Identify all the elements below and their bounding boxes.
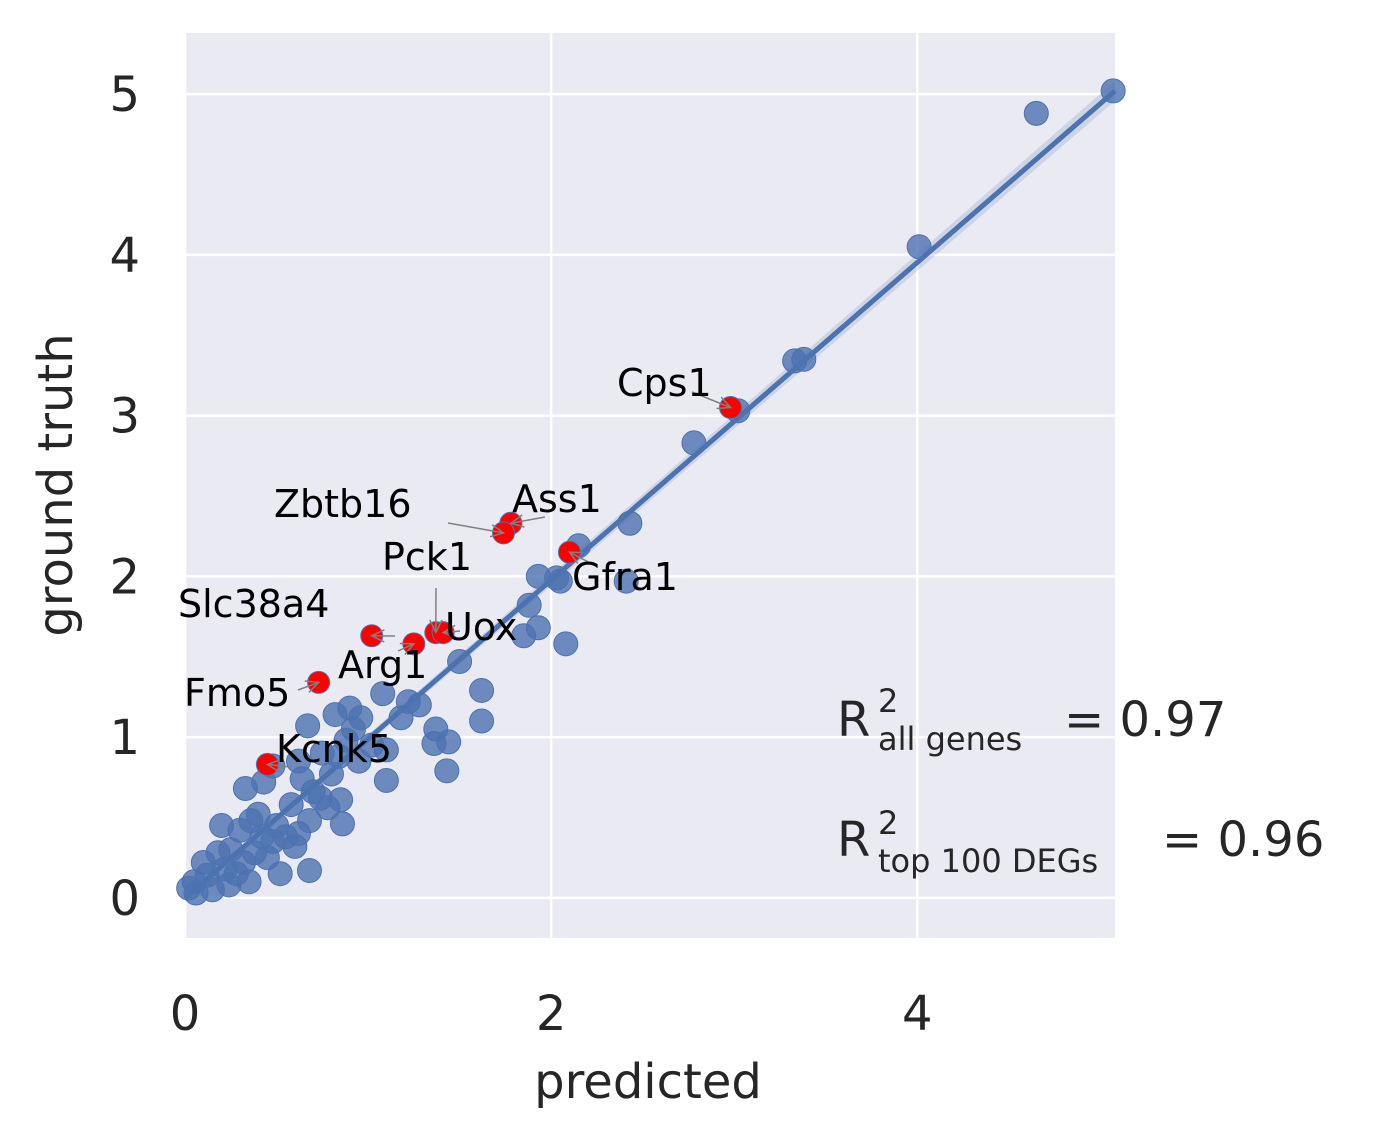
grid-lines: [183, 33, 1115, 938]
r2-all-value: = 0.97: [1064, 692, 1226, 748]
scatter-point: [511, 623, 537, 649]
r2-top-value: = 0.96: [1162, 812, 1324, 868]
x-tick-label: 4: [902, 986, 933, 1042]
gene-label-arg1: Arg1: [338, 643, 427, 687]
scatter-point: [176, 875, 202, 901]
gene-label-zbtb16: Zbtb16: [274, 482, 412, 526]
arrowhead-slc38a4: [370, 629, 385, 643]
y-tick-label: 0: [109, 871, 140, 927]
arrowhead-ass1: [509, 514, 525, 528]
arrow-ass1: [510, 516, 546, 525]
gene-label-fmo5: Fmo5: [184, 671, 290, 715]
y-axis-label: ground truth: [28, 333, 84, 636]
arrow-cps1: [691, 391, 731, 409]
scatter-point: [296, 857, 322, 883]
y-tick-labels: 0 1 2 3 4 5: [109, 67, 140, 927]
gene-label-pck1: Pck1: [382, 535, 472, 579]
scatter-point: [289, 766, 315, 792]
arrowhead-zbtb16: [489, 524, 506, 538]
arrowhead-pck1: [429, 619, 443, 635]
r2-all-genes-annotation: R 2 all genes = 0.97: [837, 682, 1226, 758]
plot-background: [185, 33, 1115, 938]
scatter-point: [469, 708, 495, 734]
arrowhead-cps1: [716, 396, 733, 410]
r2-all-sub: all genes: [878, 720, 1022, 758]
scatter-point: [232, 776, 258, 802]
arrow-gfra1: [569, 551, 597, 567]
scatter-point: [295, 713, 321, 739]
r2-all-label: R: [837, 692, 870, 748]
arrow-arg1: [397, 643, 415, 652]
r2-top-sup: 2: [878, 804, 898, 842]
scatter-point: [242, 840, 268, 866]
arrowhead-arg1: [399, 642, 416, 656]
gene-label-gfra1: Gfra1: [572, 555, 678, 599]
scatter-point: [613, 568, 639, 594]
x-axis-label: predicted: [534, 1054, 762, 1110]
y-tick-label: 3: [109, 389, 140, 445]
scatter-point: [238, 808, 264, 834]
gene-label-slc38a4: Slc38a4: [178, 582, 329, 626]
data-points: [176, 78, 1126, 906]
arrow-uox: [443, 630, 461, 634]
x-tick-label: 0: [170, 986, 201, 1042]
x-tick-labels: 0 2 4: [170, 986, 933, 1042]
scatter-point: [553, 631, 579, 657]
r2-all-sup: 2: [878, 682, 898, 720]
scatter-point: [322, 702, 348, 728]
arrowhead-gfra1: [567, 551, 584, 564]
r2-top-sub: top 100 DEGs: [878, 842, 1098, 880]
r2-top-degs-annotation: R 2 top 100 DEGs = 0.96: [837, 804, 1324, 880]
y-tick-label: 2: [109, 549, 140, 605]
scatter-point: [307, 785, 333, 811]
y-tick-label: 4: [109, 228, 140, 284]
scatter-point: [421, 730, 447, 756]
label-arrows: [265, 391, 733, 773]
arrow-kcnk5: [267, 763, 291, 768]
arrowhead-fmo5: [304, 680, 321, 693]
scatter-point: [1023, 100, 1049, 126]
scatter-point: [267, 861, 293, 887]
scatter-point: [348, 705, 374, 731]
arrow-fmo5: [297, 681, 319, 691]
scatter-point: [264, 812, 290, 838]
arrowhead-kcnk5: [265, 759, 281, 773]
scatter-point: [370, 681, 396, 707]
fit-line: [183, 88, 1117, 900]
gene-label-kcnk5: Kcnk5: [276, 727, 392, 771]
gene-label-uox: Uox: [445, 605, 517, 649]
gene-label-cps1: Cps1: [617, 361, 712, 405]
gene-label-ass1: Ass1: [512, 477, 602, 521]
scatter-point: [205, 840, 231, 866]
scatter-point: [373, 767, 399, 793]
r2-top-label: R: [837, 812, 870, 868]
regression-line: [183, 88, 1117, 900]
arrow-zbtb16: [447, 522, 504, 534]
scatter-point: [516, 592, 542, 618]
arrowhead-uox: [441, 624, 457, 639]
scatter-point: [216, 872, 242, 898]
scatter-point: [329, 811, 355, 837]
x-tick-label: 2: [536, 986, 567, 1042]
scatter-point: [469, 677, 495, 703]
y-tick-label: 1: [109, 710, 140, 766]
y-tick-label: 5: [109, 67, 140, 123]
scatter-point: [434, 758, 460, 784]
